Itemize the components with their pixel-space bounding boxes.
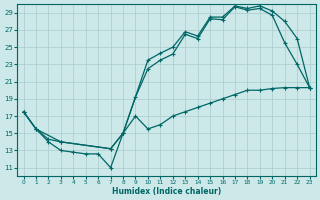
X-axis label: Humidex (Indice chaleur): Humidex (Indice chaleur)	[112, 187, 221, 196]
